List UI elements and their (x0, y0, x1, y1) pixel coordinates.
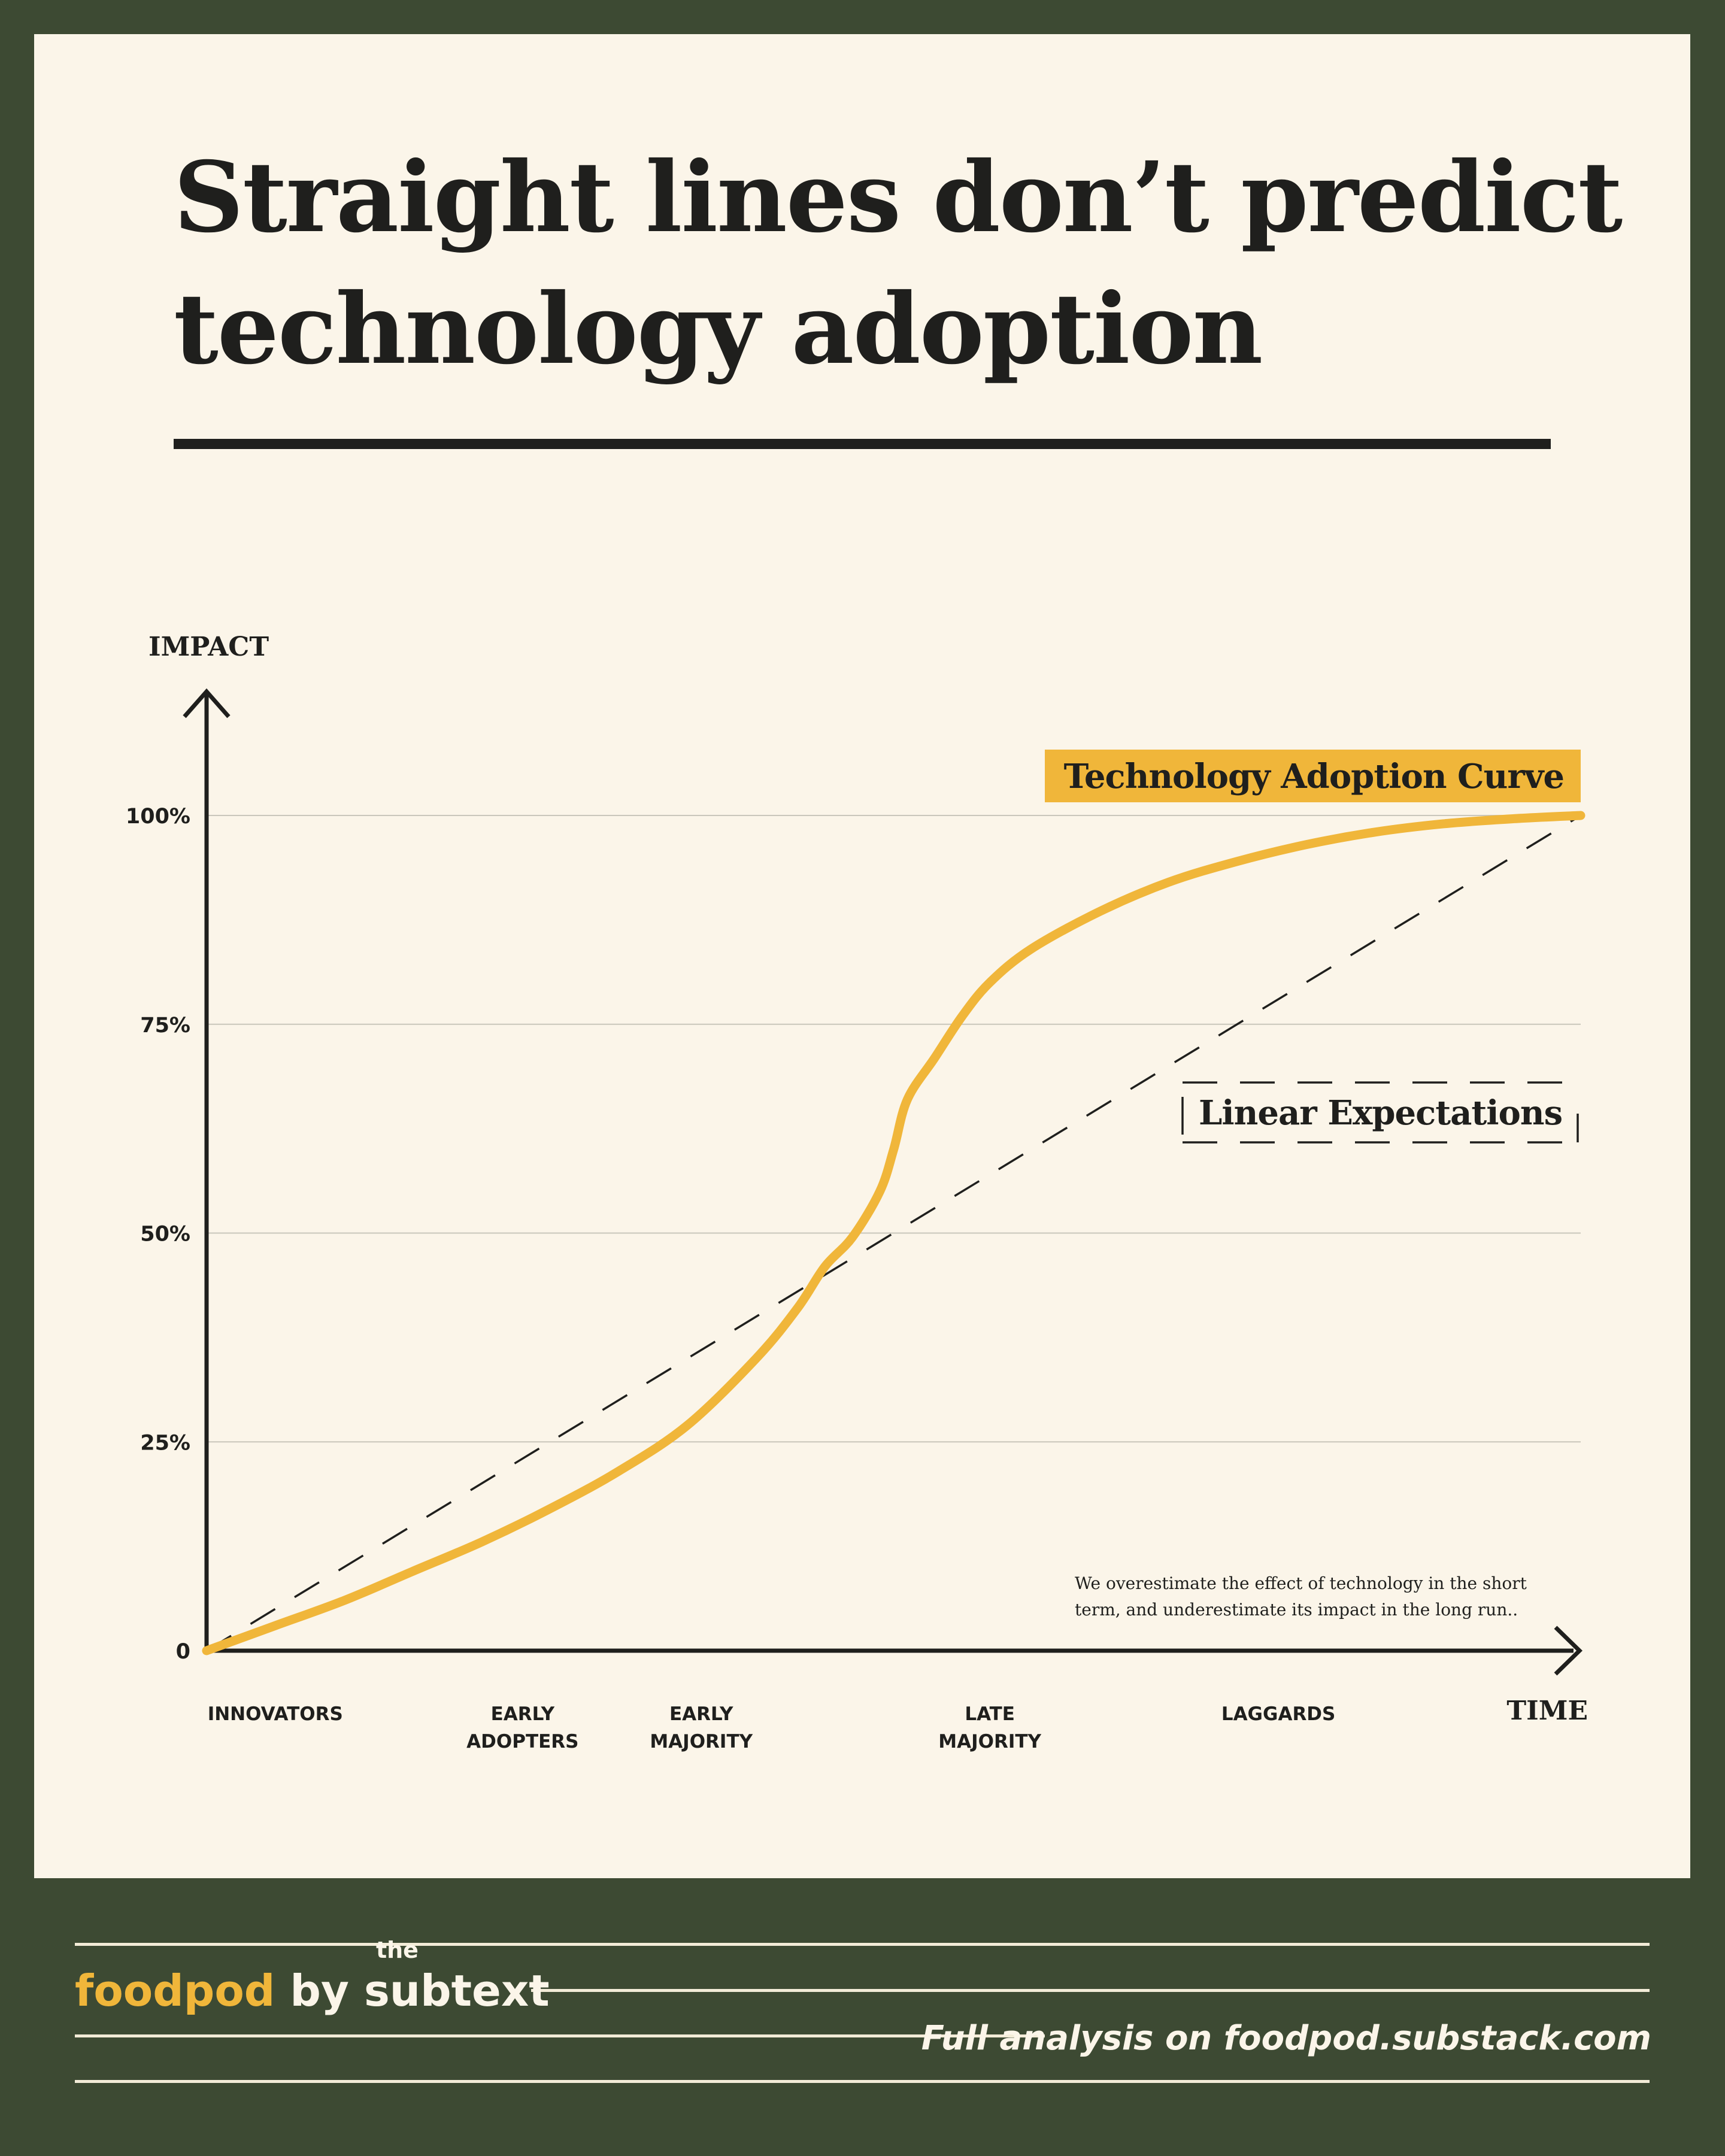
infographic-card (34, 34, 1690, 1878)
brand-subtext: the subtext (363, 1938, 550, 2016)
annotation-text-line: We overestimate the effect of technology… (1075, 1573, 1527, 1593)
legend-adoption-label: Technology Adoption Curve (1064, 757, 1564, 796)
brand-the: the (375, 1937, 419, 1963)
y-tick-label: 75% (140, 1014, 190, 1038)
legend-linear-backdrop (1183, 1082, 1578, 1142)
x-category-label: LAGGARDS (1221, 1703, 1336, 1725)
brand-subtext-word: subtext (363, 1966, 550, 2016)
y-axis-title: IMPACT (148, 632, 269, 662)
brand-by: by (275, 1966, 364, 2016)
x-category-label: EARLY (491, 1703, 555, 1725)
x-category-label: EARLY (669, 1703, 733, 1725)
adoption-chart: 0 25% 50% 75% 100% IMPACT TIME INNOVATORS EARLY A… (126, 632, 1588, 1752)
x-category-label: MAJORITY (938, 1731, 1041, 1752)
y-tick-label: 25% (140, 1431, 190, 1455)
footer-rule-middle (531, 1989, 1650, 1992)
brand-logo: foodpod by the subtext (75, 1938, 550, 2033)
brand-foodpod: foodpod (75, 1966, 275, 2016)
footer-rule-lower (75, 2034, 1045, 2037)
x-axis-title: TIME (1506, 1696, 1588, 1726)
footer-link[interactable]: Full analysis on foodpod.substack.com (921, 2019, 1651, 2058)
linear-expectations-line (206, 814, 1581, 1652)
y-tick-label: 0 (176, 1640, 190, 1664)
title-line-2: technology adoption (174, 272, 1263, 386)
title-line-1: Straight lines don’t predict (174, 141, 1623, 254)
x-category-label: INNOVATORS (208, 1703, 343, 1725)
title-divider (174, 439, 1551, 449)
x-category-label: ADOPTERS (466, 1731, 578, 1752)
annotation-text-line: term, and underestimate its impact in th… (1075, 1600, 1518, 1620)
footer-rule-bottom (75, 2080, 1650, 2083)
adoption-curve-line (202, 811, 1585, 1655)
x-axis-arrow-icon (1554, 1626, 1583, 1676)
legend-linear-label: Linear Expectations (1199, 1093, 1562, 1133)
page-title: Straight lines don’t predict technology … (174, 132, 1623, 395)
x-category-label: LATE (965, 1703, 1015, 1725)
y-tick-label: 50% (140, 1223, 190, 1247)
y-axis-arrow-icon (183, 688, 231, 718)
y-tick-label: 100% (126, 805, 190, 829)
x-category-label: MAJORITY (650, 1731, 753, 1752)
legend-adoption-badge (1045, 750, 1581, 802)
footer-rule-top (75, 1943, 1650, 1946)
